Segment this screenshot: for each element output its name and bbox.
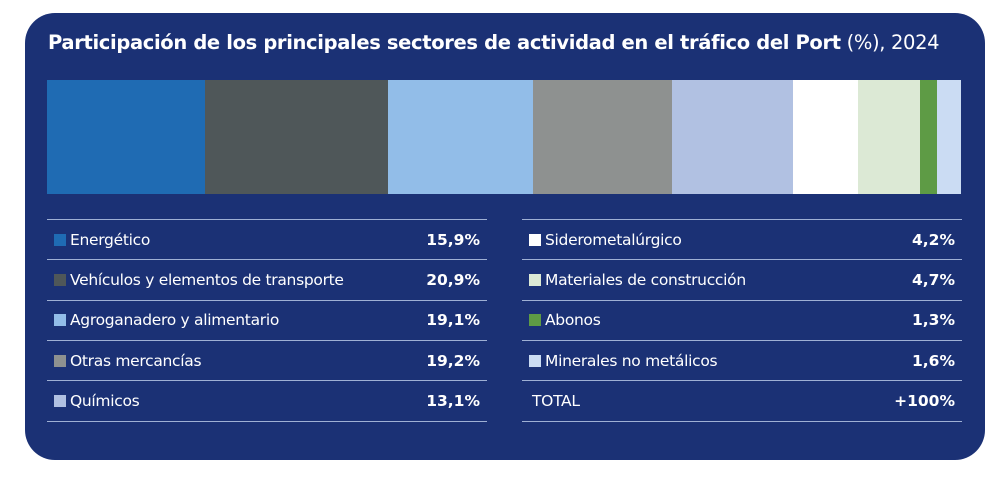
legend-label: Siderometalúrgico: [545, 230, 682, 249]
legend-right-column: Siderometalúrgico 4,2% Materiales de con…: [522, 219, 962, 422]
legend-label: Vehículos y elementos de transporte: [70, 270, 344, 289]
legend-swatch-icon: [529, 273, 541, 286]
legend-swatch-icon: [54, 273, 66, 286]
legend-label: Abonos: [545, 311, 601, 330]
legend-swatch-icon: [529, 354, 541, 367]
bar-segment-siderometalurgico: [793, 80, 858, 194]
bar-segment-materiales-construccion: [858, 80, 920, 194]
bar-segment-agroganadero: [388, 80, 533, 194]
legend-label: Otras mercancías: [70, 351, 202, 370]
legend-label: Agroganadero y alimentario: [70, 311, 280, 330]
legend-value: 20,9%: [426, 270, 480, 289]
legend-label: Energético: [70, 230, 151, 249]
legend-swatch-icon: [54, 314, 66, 327]
bar-segment-vehiculos: [205, 80, 388, 194]
legend-value: 19,1%: [426, 311, 480, 330]
legend-row: Químicos 13,1%: [47, 380, 487, 422]
legend-row: Vehículos y elementos de transporte 20,9…: [47, 259, 487, 299]
bar-segment-minerales-no-metalicos: [937, 80, 961, 194]
legend-row: Energético 15,9%: [47, 219, 487, 259]
legend-row: Siderometalúrgico 4,2%: [522, 219, 962, 259]
legend-swatch-icon: [529, 314, 541, 327]
total-label: TOTAL: [532, 392, 580, 411]
legend-swatch-icon: [54, 233, 66, 246]
legend-left-column: Energético 15,9% Vehículos y elementos d…: [47, 219, 487, 422]
legend-value: 19,2%: [426, 351, 480, 370]
legend-swatch-icon: [54, 354, 66, 367]
legend-value: 13,1%: [426, 392, 480, 411]
legend-row: Minerales no metálicos 1,6%: [522, 339, 962, 380]
total-value: +100%: [894, 392, 955, 411]
legend-swatch-icon: [529, 233, 541, 246]
chart-card: Participación de los principales sectore…: [25, 13, 985, 460]
stacked-bar: [47, 80, 961, 194]
legend-label: Minerales no metálicos: [545, 351, 718, 370]
legend-row: Abonos 1,3%: [522, 299, 962, 340]
legend-row: Otras mercancías 19,2%: [47, 339, 487, 380]
legend-value: 4,7%: [912, 270, 955, 289]
legend-swatch-icon: [54, 395, 66, 408]
legend-value: 15,9%: [426, 230, 480, 249]
bar-segment-energetico: [47, 80, 205, 194]
legend-label: Materiales de construcción: [545, 270, 746, 289]
legend-row: Agroganadero y alimentario 19,1%: [47, 299, 487, 340]
legend-row: Materiales de construcción 4,7%: [522, 259, 962, 299]
bar-segment-abonos: [920, 80, 937, 194]
legend-value: 1,6%: [912, 351, 955, 370]
chart-title-unit-year: (%), 2024: [840, 31, 940, 54]
legend-value: 4,2%: [912, 230, 955, 249]
chart-title-main: Participación de los principales sectore…: [48, 31, 841, 54]
bar-segment-quimicos: [672, 80, 793, 194]
legend-value: 1,3%: [912, 311, 955, 330]
legend-label: Químicos: [70, 392, 140, 411]
legend-total-row: TOTAL +100%: [522, 380, 962, 422]
chart-title: Participación de los principales sectore…: [48, 31, 940, 54]
bar-segment-otras-mercancias: [533, 80, 672, 194]
